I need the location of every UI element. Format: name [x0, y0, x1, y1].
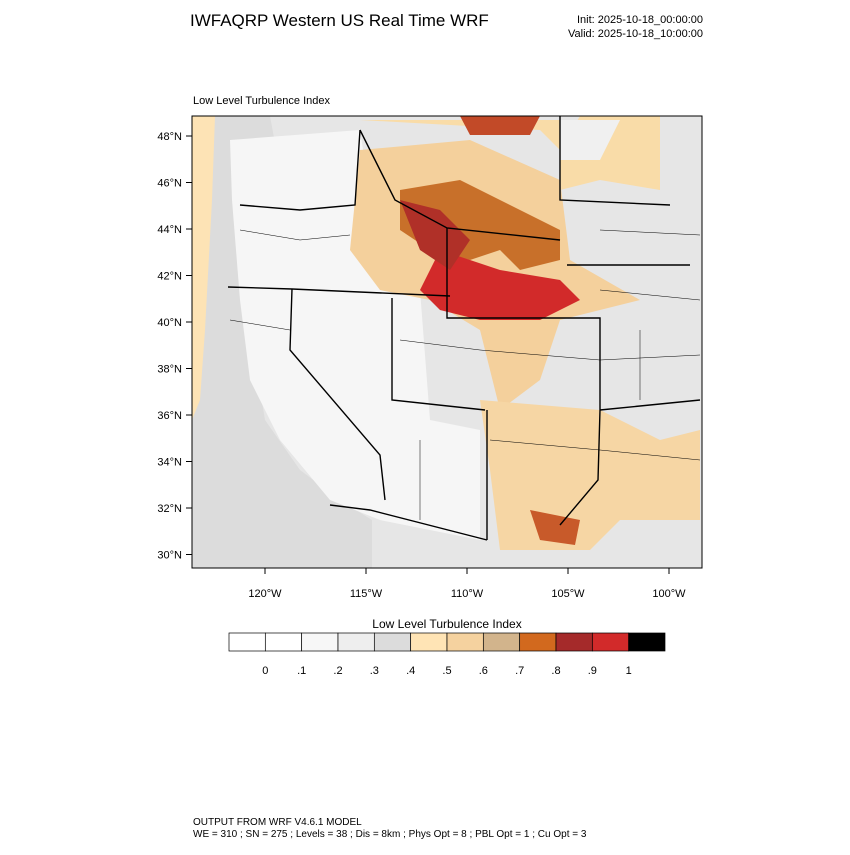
- lon-label: 110°W: [451, 588, 484, 600]
- valid-time: Valid: 2025-10-18_10:00:00: [568, 28, 703, 40]
- map-title: Low Level Turbulence Index: [193, 95, 330, 107]
- lat-label: 48°N: [157, 131, 182, 143]
- colorbar-box: [264, 632, 303, 652]
- colorbar-box: [555, 632, 593, 652]
- lat-label: 40°N: [157, 317, 182, 329]
- lat-label: 30°N: [157, 550, 182, 562]
- colorbar-label: .9: [588, 665, 597, 677]
- colorbar-box: [446, 632, 484, 652]
- colorbar-label: .8: [551, 665, 560, 677]
- lat-label: 38°N: [157, 364, 182, 376]
- init-time: Init: 2025-10-18_00:00:00: [577, 14, 703, 26]
- colorbar-box: [519, 632, 557, 652]
- colorbar-label: 1: [626, 665, 632, 677]
- colorbar-label: .1: [297, 665, 306, 677]
- lon-label: 115°W: [350, 588, 383, 600]
- colorbar-label: .5: [442, 665, 451, 677]
- lon-label: 120°W: [248, 588, 282, 600]
- county-borders: [229, 229, 701, 520]
- colorbar-box: [482, 632, 521, 652]
- colorbar-label: .7: [515, 665, 524, 677]
- colorbar-box: [301, 632, 339, 652]
- colorbar-box: [228, 632, 266, 652]
- colorbar-label: .6: [479, 665, 488, 677]
- colorbar-box: [373, 632, 412, 652]
- lon-label: 100°W: [652, 588, 686, 600]
- colorbar-box: [628, 632, 666, 652]
- map: [191, 115, 703, 569]
- footer-line: OUTPUT FROM WRF V4.6.1 MODEL: [193, 817, 362, 828]
- colorbar-title: Low Level Turbulence Index: [372, 617, 521, 631]
- lat-label: 42°N: [157, 271, 182, 283]
- colorbar-label: 0: [262, 665, 268, 677]
- lat-label: 34°N: [157, 457, 182, 469]
- lat-label: 36°N: [157, 410, 182, 422]
- state-borders: [227, 116, 701, 541]
- lat-label: 44°N: [157, 224, 182, 236]
- colorbar-box: [410, 632, 448, 652]
- colorbar-label: .2: [333, 665, 342, 677]
- colorbar-label: .4: [406, 665, 415, 677]
- axes: 48°N 46°N 44°N 42°N 40°N 38°N 36°N 34°N 32°N 30°N…: [157, 131, 686, 600]
- colorbar-box: [591, 632, 630, 652]
- colorbar-box: [337, 632, 375, 652]
- lon-label: 105°W: [551, 588, 585, 600]
- footer-line: WE = 310 ; SN = 275 ; Levels = 38 ; Dis …: [193, 829, 587, 840]
- lat-label: 32°N: [157, 503, 182, 515]
- lat-label: 46°N: [157, 178, 182, 190]
- colorbar-label: .3: [370, 665, 379, 677]
- title: IWFAQRP Western US Real Time WRF: [190, 11, 489, 30]
- colorbar: 0 .1 .2 .3 .4 .5 .6 .7 .8 .9 1: [228, 632, 666, 677]
